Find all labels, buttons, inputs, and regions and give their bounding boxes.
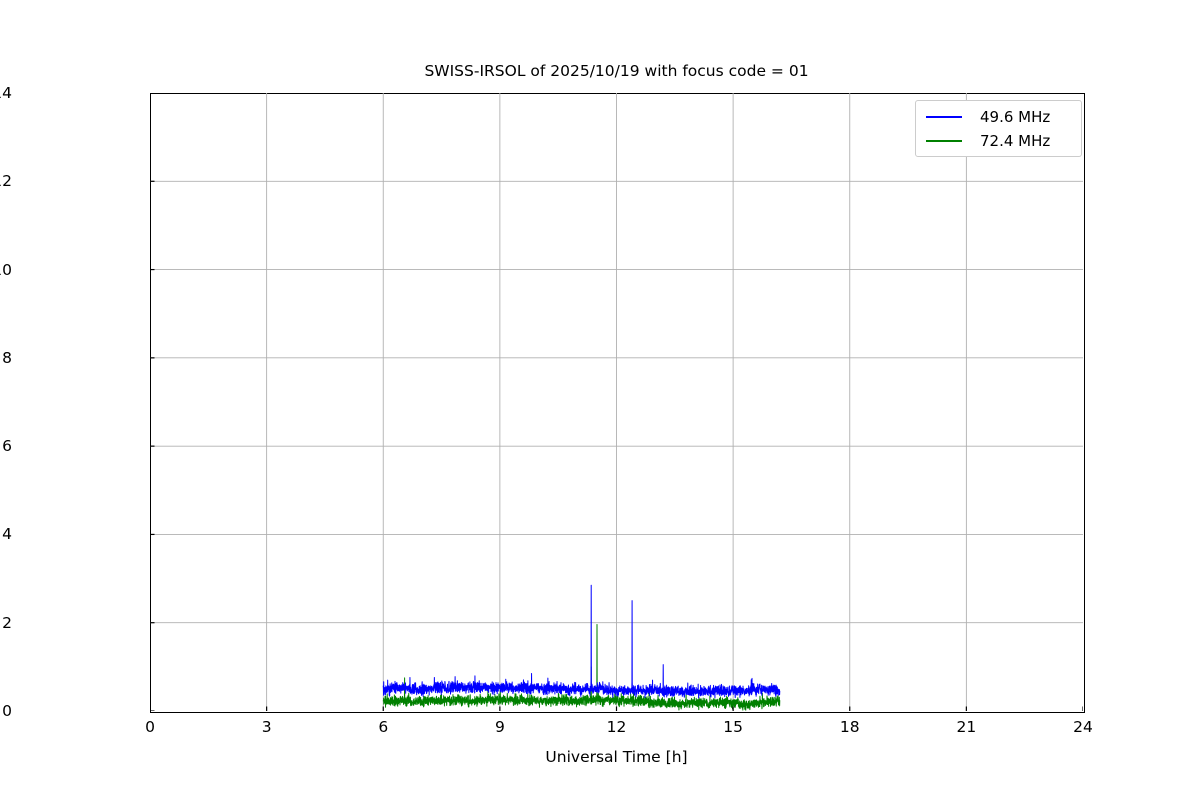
axis-tick-marks xyxy=(150,93,1083,711)
x-tick-label: 6 xyxy=(378,718,389,736)
y-tick-label: 2 xyxy=(2,613,12,632)
x-axis-label: Universal Time [h] xyxy=(545,748,688,766)
y-tick-label: 4 xyxy=(2,525,12,544)
x-tick-label: 18 xyxy=(839,718,860,736)
y-tick-label: 14 xyxy=(0,84,12,102)
x-tick-label: 0 xyxy=(145,718,155,736)
data-series-72-4-mhz xyxy=(382,623,781,711)
legend-color-swatch-49-6-mhz xyxy=(926,116,962,118)
x-tick-label: 24 xyxy=(1073,718,1093,736)
x-tick-label: 9 xyxy=(494,718,505,736)
y-tick-label: 8 xyxy=(2,348,12,367)
gridlines xyxy=(150,93,1083,711)
axes-frame xyxy=(150,93,1085,713)
legend-item-0: 49.6 MHz xyxy=(916,105,1081,129)
data-series-49-6-mhz xyxy=(382,584,781,699)
y-tick-label: 12 xyxy=(0,172,12,191)
chart-title: SWISS-IRSOL of 2025/10/19 with focus cod… xyxy=(424,62,809,80)
x-tick-label: 15 xyxy=(723,718,743,736)
y-tick-label: 10 xyxy=(0,260,12,279)
legend-item-1: 72.4 MHz xyxy=(916,129,1081,153)
y-tick-label: 0 xyxy=(2,702,12,720)
legend-label-49-6-mhz: 49.6 MHz xyxy=(980,108,1051,126)
x-tick-label: 3 xyxy=(261,718,272,736)
x-tick-label: 12 xyxy=(606,718,627,736)
legend-label-72-4-mhz: 72.4 MHz xyxy=(980,132,1051,150)
x-tick-label: 21 xyxy=(956,718,977,736)
y-tick-label: 6 xyxy=(2,437,12,456)
plot-area xyxy=(150,93,1083,711)
legend-color-swatch-72-4-mhz xyxy=(926,140,962,142)
legend: 49.6 MHz 72.4 MHz xyxy=(915,100,1082,157)
